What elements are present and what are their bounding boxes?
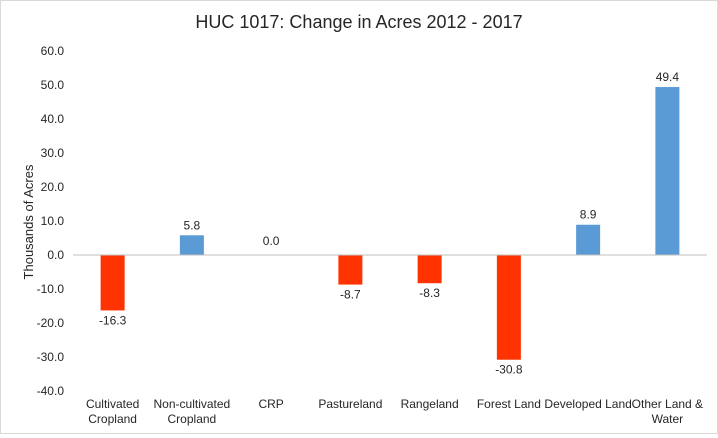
- data-labels: -16.3 5.8 0.0 -8.7 -8.3 -30.8 8.9 49.4: [99, 70, 679, 377]
- data-label: 49.4: [656, 70, 680, 84]
- y-tick-label: -30.0: [37, 350, 65, 364]
- y-tick-label: -10.0: [37, 282, 65, 296]
- data-label: 0.0: [263, 234, 280, 248]
- data-label: 5.8: [184, 218, 201, 232]
- y-tick-label: 10.0: [41, 214, 65, 228]
- y-axis-ticks: 60.0 50.0 40.0 30.0 20.0 10.0 0.0 -10.0 -20.0 -30…: [37, 44, 65, 398]
- data-label: -30.8: [495, 363, 523, 377]
- y-tick-label: 40.0: [41, 112, 65, 126]
- x-tick-label: Cropland: [168, 412, 217, 426]
- x-tick-label: Rangeland: [401, 397, 459, 411]
- data-label: -8.3: [419, 286, 440, 300]
- bar: [179, 235, 204, 255]
- y-axis-title: Thousands of Acres: [21, 164, 36, 279]
- bars: [100, 87, 680, 360]
- data-label: -8.7: [340, 288, 361, 302]
- data-label: -16.3: [99, 313, 127, 327]
- y-tick-label: 60.0: [41, 44, 65, 58]
- bar: [417, 255, 442, 284]
- x-tick-label: Other Land &: [632, 397, 703, 411]
- x-tick-label: Forest Land: [477, 397, 541, 411]
- bar: [576, 224, 601, 255]
- x-tick-label: Pastureland: [318, 397, 382, 411]
- x-axis-labels: CultivatedCroplandNon-cultivatedCropland…: [86, 397, 703, 426]
- x-tick-label: CRP: [258, 397, 283, 411]
- y-tick-label: 30.0: [41, 146, 65, 160]
- y-tick-label: 50.0: [41, 78, 65, 92]
- y-tick-label: 20.0: [41, 180, 65, 194]
- x-tick-label: Cropland: [88, 412, 137, 426]
- x-tick-label: Non-cultivated: [154, 397, 231, 411]
- y-tick-label: -20.0: [37, 316, 65, 330]
- bar: [338, 255, 363, 285]
- data-label: 8.9: [580, 208, 597, 222]
- x-tick-label: Water: [652, 412, 684, 426]
- bar: [100, 255, 125, 311]
- bar: [496, 255, 521, 360]
- x-tick-label: Cultivated: [86, 397, 139, 411]
- x-tick-label: Developed Land: [544, 397, 631, 411]
- bar: [655, 87, 680, 255]
- y-tick-label: 0.0: [47, 248, 64, 262]
- y-tick-label: -40.0: [37, 384, 65, 398]
- chart-title: HUC 1017: Change in Acres 2012 - 2017: [195, 12, 522, 32]
